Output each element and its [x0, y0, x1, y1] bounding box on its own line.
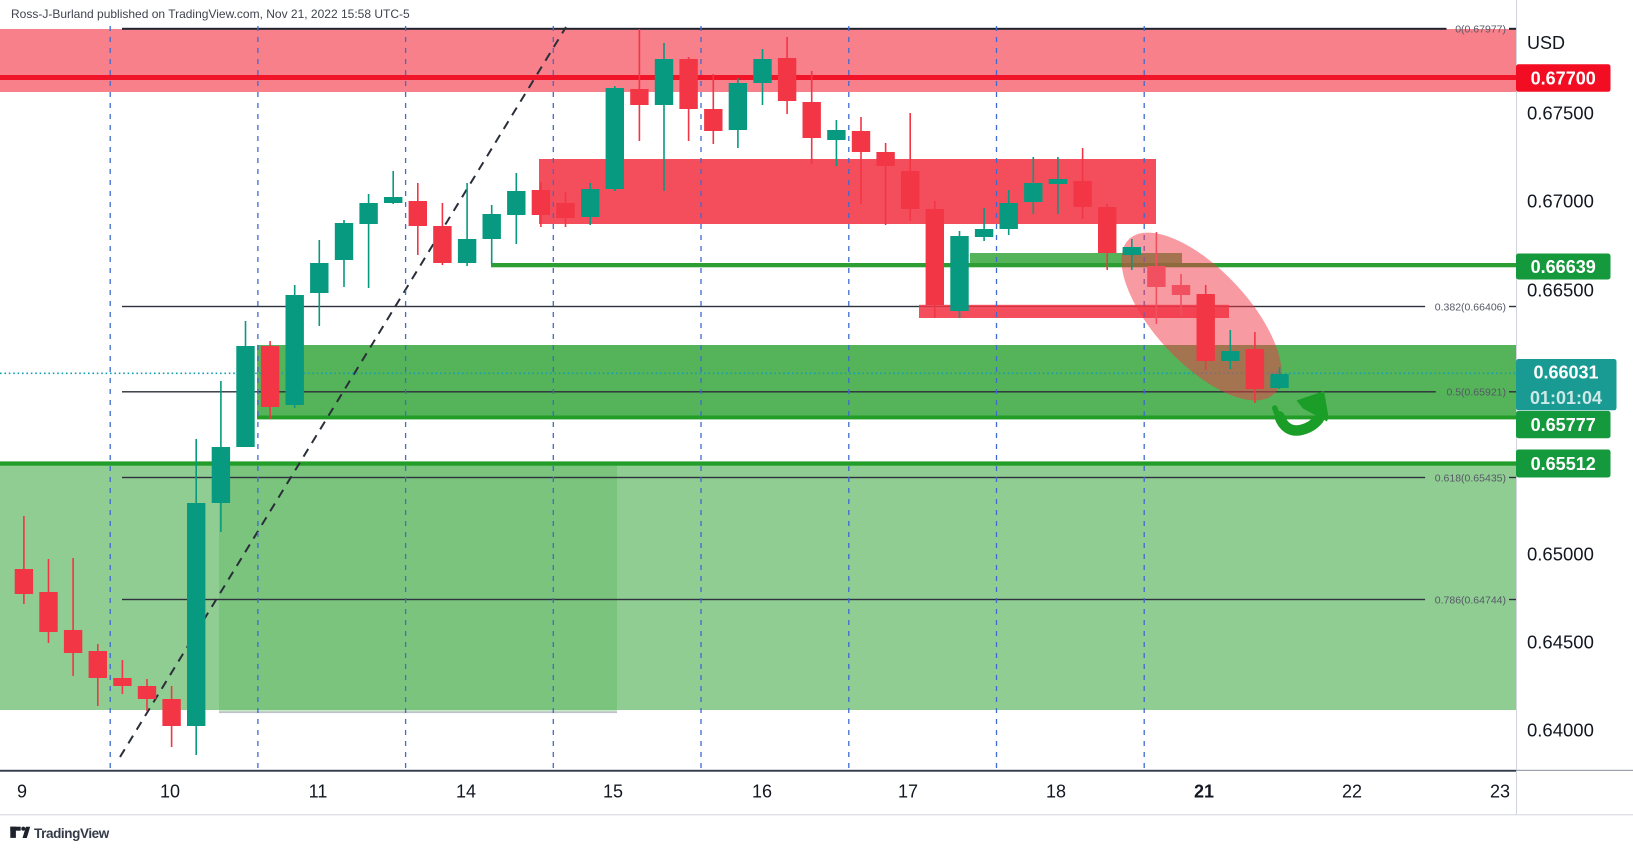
svg-text:16: 16	[752, 782, 772, 802]
svg-text:22: 22	[1342, 782, 1362, 802]
svg-text:14: 14	[456, 782, 476, 802]
svg-text:0.66639: 0.66639	[1531, 257, 1596, 277]
svg-text:0(0.67977): 0(0.67977)	[1455, 24, 1506, 36]
svg-text:15: 15	[603, 782, 623, 802]
svg-text:TradingView: TradingView	[34, 826, 110, 841]
svg-text:11: 11	[309, 782, 328, 802]
svg-text:0.67700: 0.67700	[1531, 69, 1596, 89]
svg-text:0.5(0.65921): 0.5(0.65921)	[1446, 387, 1506, 399]
svg-text:21: 21	[1194, 782, 1214, 802]
svg-text:0.786(0.64744): 0.786(0.64744)	[1435, 594, 1506, 606]
svg-text:0.618(0.65435): 0.618(0.65435)	[1435, 472, 1506, 484]
svg-text:0.67500: 0.67500	[1527, 103, 1594, 124]
svg-text:0.65512: 0.65512	[1531, 454, 1596, 474]
svg-text:0.66500: 0.66500	[1527, 280, 1594, 301]
svg-text:01:01:04: 01:01:04	[1530, 388, 1602, 408]
svg-text:0.67000: 0.67000	[1527, 191, 1594, 212]
svg-text:Ross-J-Burland published on Tr: Ross-J-Burland published on TradingView.…	[11, 7, 410, 21]
svg-text:17: 17	[898, 782, 918, 802]
svg-text:0.65777: 0.65777	[1531, 415, 1596, 435]
svg-text:23: 23	[1490, 782, 1510, 802]
svg-text:0.382(0.66406): 0.382(0.66406)	[1435, 301, 1506, 313]
svg-text:0.64500: 0.64500	[1527, 632, 1594, 653]
svg-text:18: 18	[1046, 782, 1066, 802]
svg-text:0.65000: 0.65000	[1527, 544, 1594, 565]
svg-text:10: 10	[160, 782, 180, 802]
svg-text:9: 9	[17, 782, 27, 802]
svg-text:USD: USD	[1527, 33, 1565, 53]
svg-text:0.64000: 0.64000	[1527, 720, 1594, 741]
svg-text:0.66031: 0.66031	[1533, 363, 1598, 383]
